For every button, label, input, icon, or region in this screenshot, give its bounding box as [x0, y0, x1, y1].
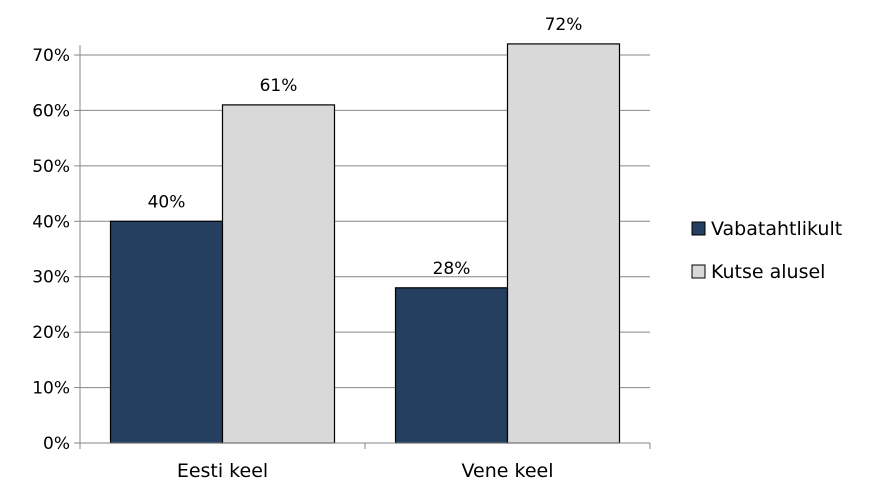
bar	[394, 287, 509, 444]
y-tick-label: 30%	[32, 268, 70, 288]
labels: 0% 10% 20% 30% 40% 50% 60% 70% 40% 61% Eesti keel 2…	[32, 15, 582, 482]
data-label: 72%	[545, 15, 583, 35]
legend: Vabatahtlikult Kutse alusel	[691, 218, 842, 283]
legend-swatch	[691, 264, 706, 279]
y-tick-label: 40%	[32, 212, 70, 232]
y-tick-label: 10%	[32, 379, 70, 399]
y-tick-label: 20%	[32, 323, 70, 343]
y-tick-label: 50%	[32, 157, 70, 177]
y-tick-label: 0%	[43, 434, 70, 454]
x-category-label: Vene keel	[462, 460, 554, 482]
y-tick-label: 60%	[32, 101, 70, 121]
legend-swatch	[691, 221, 706, 236]
data-label: 61%	[260, 76, 298, 96]
y-tick-label: 70%	[32, 46, 70, 66]
legend-label: Kutse alusel	[711, 261, 825, 283]
legend-label: Vabatahtlikult	[711, 218, 842, 240]
bar	[221, 104, 336, 444]
x-category-label: Eesti keel	[177, 460, 268, 482]
data-label: 40%	[148, 192, 186, 212]
data-label: 28%	[433, 259, 471, 279]
axes	[74, 45, 651, 449]
bar	[506, 43, 621, 444]
bar	[109, 220, 224, 444]
bars	[109, 43, 621, 444]
